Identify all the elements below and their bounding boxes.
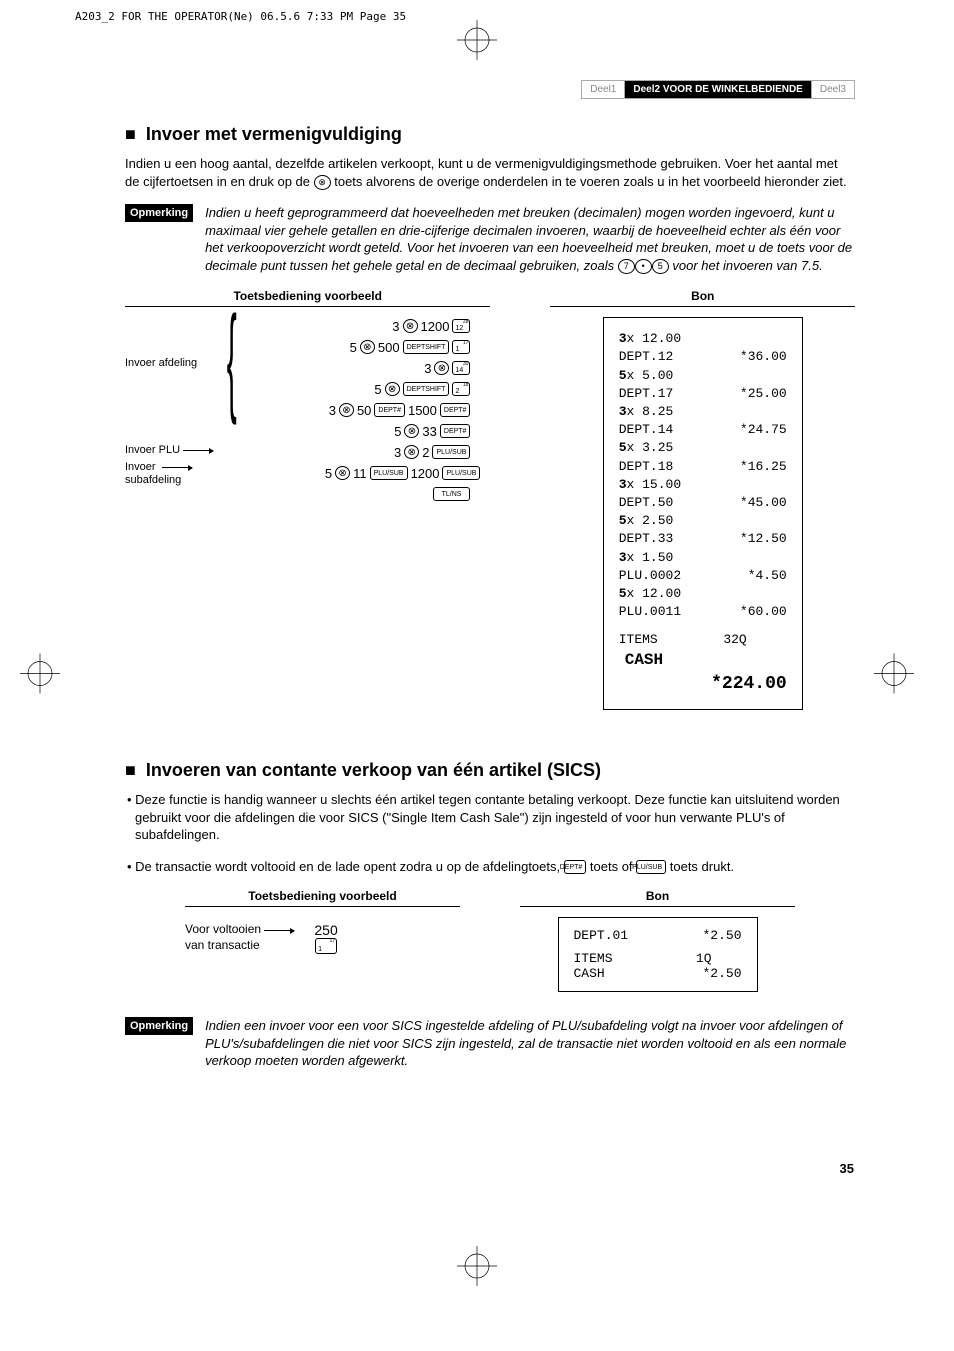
key-12: 1228: [452, 319, 470, 333]
key-2: 218: [452, 382, 470, 396]
key-plusub-inline: PLU/SUB: [636, 860, 666, 874]
key-1: 117: [452, 340, 470, 354]
col-header-keys: Toetsbediening voorbeeld: [125, 289, 490, 307]
crop-mark-right: [874, 653, 914, 698]
keyline-4: 3 ⊗ 50 DEPT# 1500 DEPT#: [329, 401, 471, 419]
label-complete: Voor voltooien van transactie: [185, 922, 294, 953]
note-text: Indien u heeft geprogrammeerd dat hoevee…: [193, 204, 855, 274]
label-dept: Invoer afdeling: [125, 357, 197, 369]
multiply-icon: ⊗: [404, 424, 419, 438]
label-plu: Invoer PLU: [125, 444, 213, 456]
key-deptnum-inline: DEPT#: [564, 860, 587, 874]
key-value-250: 250: [314, 922, 337, 938]
col-header-receipt: Bon: [550, 289, 855, 307]
multiply-icon: ⊗: [339, 403, 354, 417]
multiply-key-icon: ⊗: [314, 175, 331, 190]
multiply-icon: ⊗: [335, 466, 350, 480]
section1-heading: Invoer met vermenigvuldiging: [125, 124, 855, 145]
section2-bullet2: • De transactie wordt voltooid en de lad…: [125, 858, 855, 876]
keyline-6: 3 ⊗ 2 PLU/SUB: [394, 443, 470, 461]
keyline-2: 3 ⊗ 1430: [424, 359, 470, 377]
keyline-0: 3 ⊗ 1200 1228: [392, 317, 470, 335]
keyline-5: 5 ⊗ 33 DEPT#: [394, 422, 470, 440]
key-deptnum: DEPT#: [374, 403, 405, 417]
key-deptnum: DEPT#: [440, 403, 471, 417]
section1-note: Opmerking Indien u heeft geprogrammeerd …: [125, 204, 855, 274]
note-label: Opmerking: [125, 204, 193, 222]
tab-part3: Deel3: [811, 80, 855, 99]
multiply-icon: ⊗: [404, 445, 419, 459]
note-label-2: Opmerking: [125, 1017, 193, 1035]
tab-part1: Deel1: [581, 80, 625, 99]
multiply-icon: ⊗: [385, 382, 400, 396]
note-text-2: Indien een invoer voor een voor SICS ing…: [193, 1017, 855, 1070]
keyline-1: 5 ⊗ 500 DEPTSHIFT 117: [350, 338, 471, 356]
key-plusub: PLU/SUB: [432, 445, 470, 459]
key-14: 1430: [452, 361, 470, 375]
col-header-keys2: Toetsbediening voorbeeld: [185, 889, 460, 907]
section2-bullet1: • Deze functie is handig wanneer u slech…: [125, 791, 855, 844]
crop-mark-bottom: [457, 1246, 497, 1291]
multiply-icon: ⊗: [403, 319, 418, 333]
key-tlns: TL/NS: [433, 487, 471, 501]
section2-note: Opmerking Indien een invoer voor een voo…: [125, 1017, 855, 1070]
tab-bar: Deel1 Deel2 VOOR DE WINKELBEDIENDE Deel3: [125, 80, 855, 99]
multiply-icon: ⊗: [434, 361, 449, 375]
key-example-area: Invoer afdeling { Invoer PLU Invoer suba…: [125, 317, 490, 503]
page-number: 35: [840, 1161, 854, 1176]
key-deptshift: DEPTSHIFT: [403, 382, 450, 396]
key-dot: •: [635, 259, 652, 274]
col-header-receipt2: Bon: [520, 889, 795, 907]
keyline-8: TL/NS: [433, 485, 471, 503]
receipt-2: DEPT.01*2.50 ITEMS1Q CASH*2.50: [558, 917, 758, 992]
label-sub: Invoer subafdeling: [125, 461, 192, 487]
key-7: 7: [618, 259, 635, 274]
file-header: A203_2 FOR THE OPERATOR(Ne) 06.5.6 7:33 …: [75, 10, 406, 23]
crop-mark-top: [457, 20, 497, 65]
key-5: 5: [652, 259, 669, 274]
section2-heading: Invoeren van contante verkoop van één ar…: [125, 760, 855, 781]
key-plusub: PLU/SUB: [442, 466, 480, 480]
keyline-3: 5 ⊗ DEPTSHIFT 218: [374, 380, 470, 398]
key-deptnum: DEPT#: [440, 424, 471, 438]
section1-body: Indien u een hoog aantal, dezelfde artik…: [125, 155, 855, 190]
key-1-17: 117: [315, 938, 337, 954]
brace-icon: {: [227, 291, 237, 429]
multiply-icon: ⊗: [360, 340, 375, 354]
keyline-7: 5 ⊗ 11 PLU/SUB 1200 PLU/SUB: [325, 464, 481, 482]
key-deptshift: DEPTSHIFT: [403, 340, 450, 354]
key-plusub: PLU/SUB: [370, 466, 408, 480]
tab-part2: Deel2 VOOR DE WINKELBEDIENDE: [624, 80, 811, 99]
receipt-1: 3x 12.00DEPT.12*36.005x 5.00DEPT.17*25.0…: [603, 317, 803, 710]
crop-mark-left: [20, 653, 60, 698]
